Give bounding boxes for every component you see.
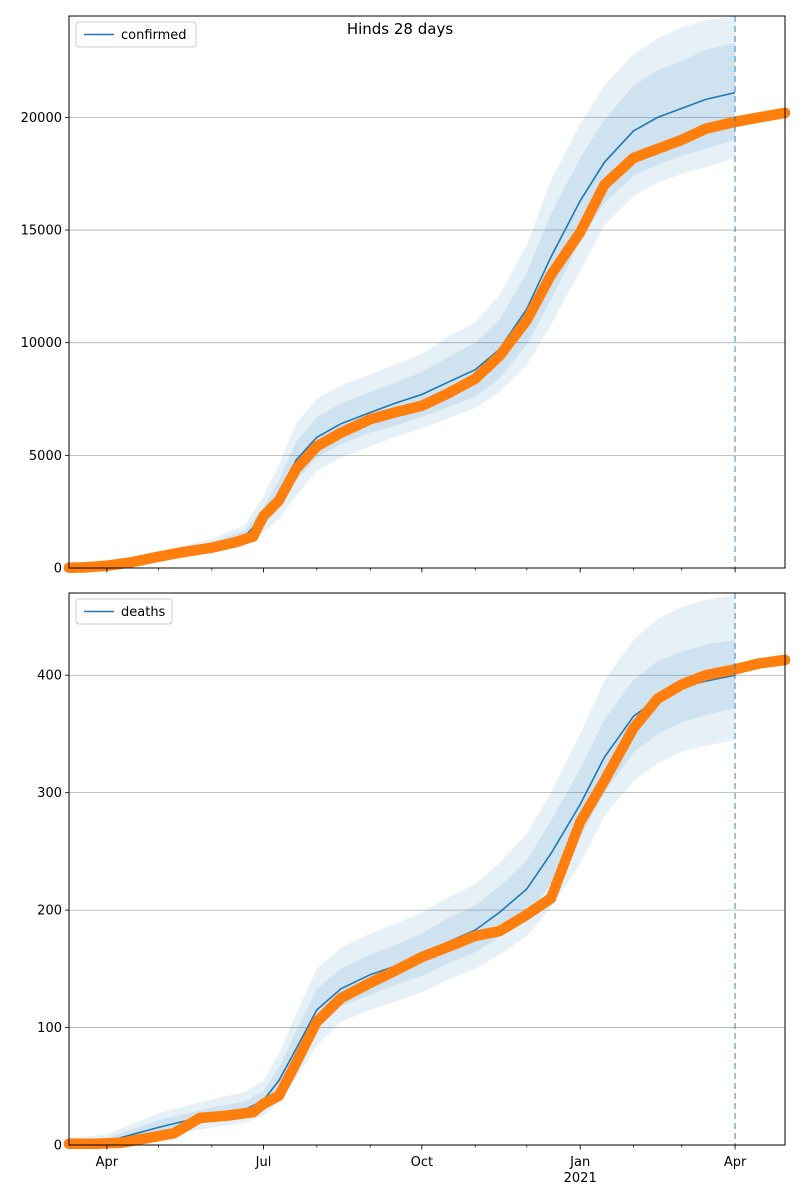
y-tick-label: 200 bbox=[37, 904, 62, 919]
y-tick-label: 0 bbox=[54, 1139, 62, 1154]
axes-frame bbox=[68, 592, 786, 1146]
legend-label: confirmed bbox=[121, 28, 187, 43]
confidence-band bbox=[69, 16, 736, 568]
y-tick-label: 300 bbox=[37, 786, 62, 801]
confidence-band bbox=[69, 43, 736, 568]
figure-title: Hinds 28 days bbox=[346, 20, 454, 38]
y-tick-label: 5000 bbox=[29, 449, 62, 464]
confidence-band bbox=[69, 595, 736, 1145]
y-tick-label: 0 bbox=[54, 562, 62, 577]
y-tick-label: 15000 bbox=[21, 224, 62, 239]
x-tick-sublabel: 2021 bbox=[564, 1171, 597, 1186]
legend-box bbox=[75, 598, 173, 625]
y-tick-label: 100 bbox=[37, 1021, 62, 1036]
x-tick-label: Oct bbox=[411, 1155, 433, 1170]
y-tick-label: 10000 bbox=[21, 336, 62, 351]
y-tick-label: 20000 bbox=[21, 111, 62, 126]
legend-box bbox=[75, 21, 197, 48]
x-tick-label: Jul bbox=[255, 1155, 272, 1170]
x-tick-label: Jan bbox=[569, 1155, 590, 1170]
axes-frame bbox=[68, 15, 786, 569]
x-tick-label: Apr bbox=[724, 1155, 747, 1170]
x-tick-label: Apr bbox=[96, 1155, 119, 1170]
confirmed-panel: 0 5000 10000 15000 20000 confirmed bbox=[21, 15, 791, 577]
y-tick-label: 400 bbox=[37, 669, 62, 684]
legend-label: deaths bbox=[121, 605, 166, 620]
